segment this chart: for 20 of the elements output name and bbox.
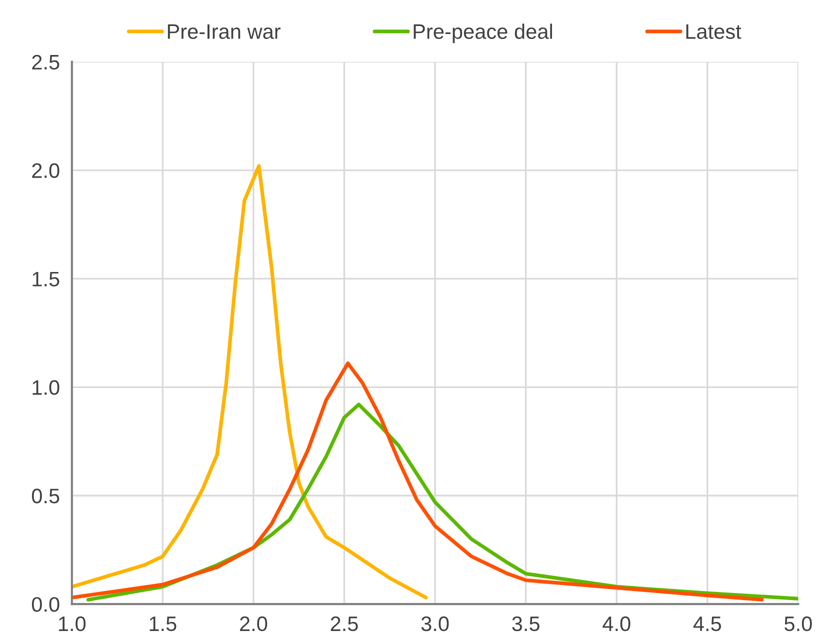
y-tick-label: 2.5: [32, 54, 60, 70]
x-tick-label: 5.0: [784, 616, 812, 632]
legend-label: Pre-Iran war: [168, 24, 280, 39]
x-tick-label: 3.0: [421, 616, 449, 632]
y-tick-label: 2.0: [32, 163, 60, 178]
x-tick-label: 3.5: [512, 616, 540, 632]
y-tick-label: 1.5: [32, 272, 60, 286]
y-tick-label: 0.5: [32, 488, 60, 504]
legend-label: Pre-peace deal: [414, 24, 552, 44]
x-tick-label: 4.0: [602, 616, 630, 632]
line-series: [72, 362, 764, 602]
y-tick-label: 1.0: [32, 380, 60, 395]
x-tick-label: 2.5: [330, 616, 358, 632]
x-tick-label: 1.5: [150, 616, 176, 632]
x-tick-label: 1.0: [59, 616, 86, 632]
legend-label: Latest: [686, 24, 742, 39]
x-tick-label: 4.5: [693, 616, 722, 632]
y-tick-label: 0.0: [32, 597, 60, 612]
x-tick-label: 2.0: [240, 616, 268, 632]
line-series: [72, 164, 428, 600]
